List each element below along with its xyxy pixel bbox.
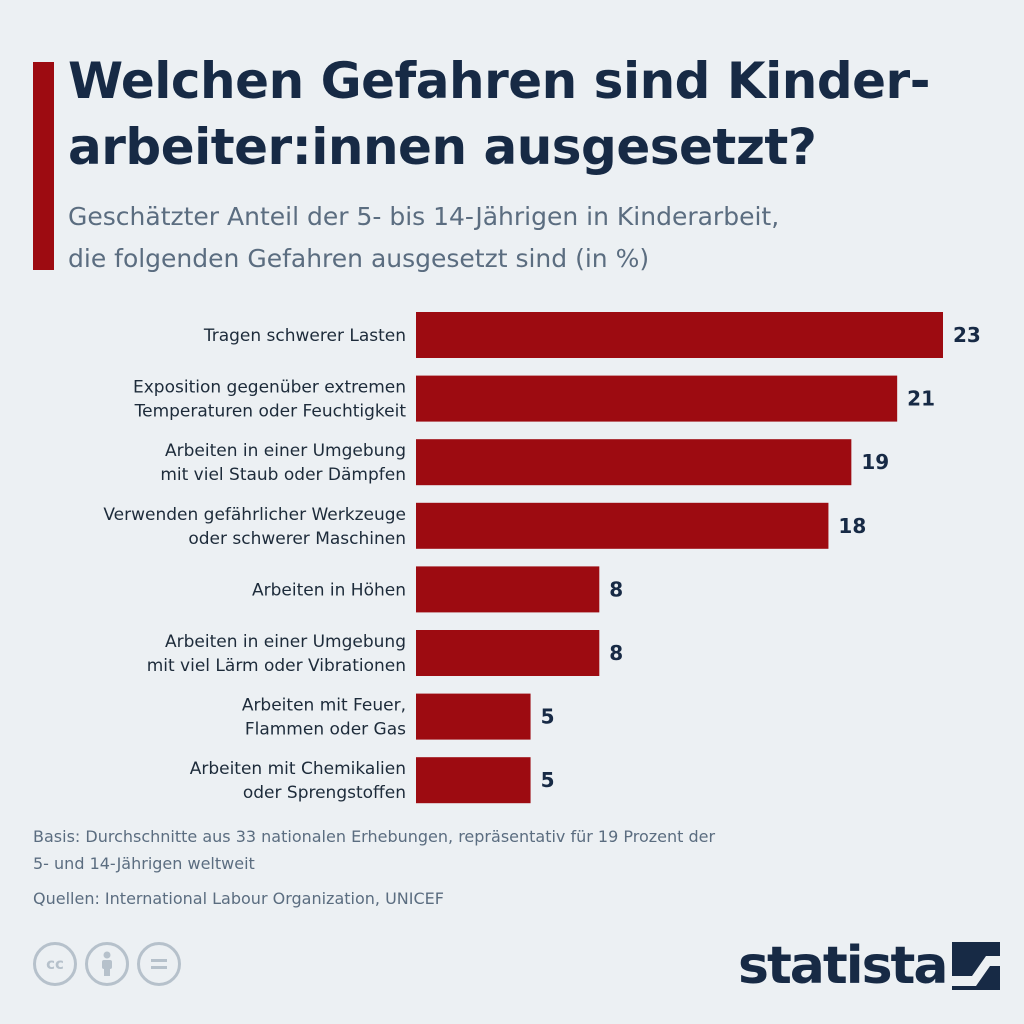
value-label: 18	[838, 514, 866, 538]
category-label: Tragen schwerer Lasten	[203, 326, 406, 346]
bar	[416, 566, 600, 613]
value-label: 8	[609, 577, 623, 601]
creative-commons-icon[interactable]: cc	[33, 942, 77, 986]
no-derivatives-icon[interactable]	[137, 942, 181, 986]
chart-title: Welchen Gefahren sind Kinder-arbeiter:in…	[68, 52, 930, 176]
value-label: 5	[541, 705, 555, 729]
bar	[416, 312, 943, 358]
value-label: 8	[609, 641, 623, 665]
value-label: 19	[861, 450, 889, 474]
license-icons: cc	[33, 942, 181, 986]
bar	[416, 630, 600, 676]
bar	[416, 693, 531, 740]
basis-note: Basis: Durchschnitte aus 33 nationalen E…	[33, 827, 716, 873]
value-label: 21	[907, 387, 935, 411]
category-label: Arbeiten mit Chemikalien oder Sprengstoff…	[190, 759, 406, 803]
category-label: Arbeiten mit Feuer, Flammen oder Gas	[242, 696, 406, 740]
category-label: Exposition gegenüber extremen Temperature…	[133, 378, 406, 422]
bar	[416, 502, 829, 549]
value-label: 23	[953, 323, 981, 347]
category-label: Arbeiten in Höhen	[252, 580, 406, 600]
category-label: Verwenden gefährlicher Werkzeuge oder sch…	[103, 505, 406, 549]
category-label: Arbeiten in einer Umgebung mit viel Lärm …	[147, 632, 406, 676]
bar	[416, 757, 531, 804]
statista-mark-icon	[952, 942, 1001, 990]
value-label: 5	[541, 768, 555, 792]
source-note: Quellen: International Labour Organizati…	[33, 889, 444, 908]
bar	[416, 439, 852, 486]
chart-subtitle: Geschätzter Anteil der 5- bis 14-Jährige…	[68, 202, 780, 273]
bar-chart: 23 Tragen schwerer Lasten 21 Exposition geg…	[103, 312, 981, 804]
attribution-icon[interactable]	[85, 942, 129, 986]
bar	[416, 375, 898, 422]
category-label: Arbeiten in einer Umgebung mit viel Staub…	[160, 441, 406, 485]
statista-logo[interactable]: statista	[738, 936, 1001, 996]
logo-wordmark: statista	[738, 936, 948, 996]
accent-bar	[33, 62, 54, 270]
